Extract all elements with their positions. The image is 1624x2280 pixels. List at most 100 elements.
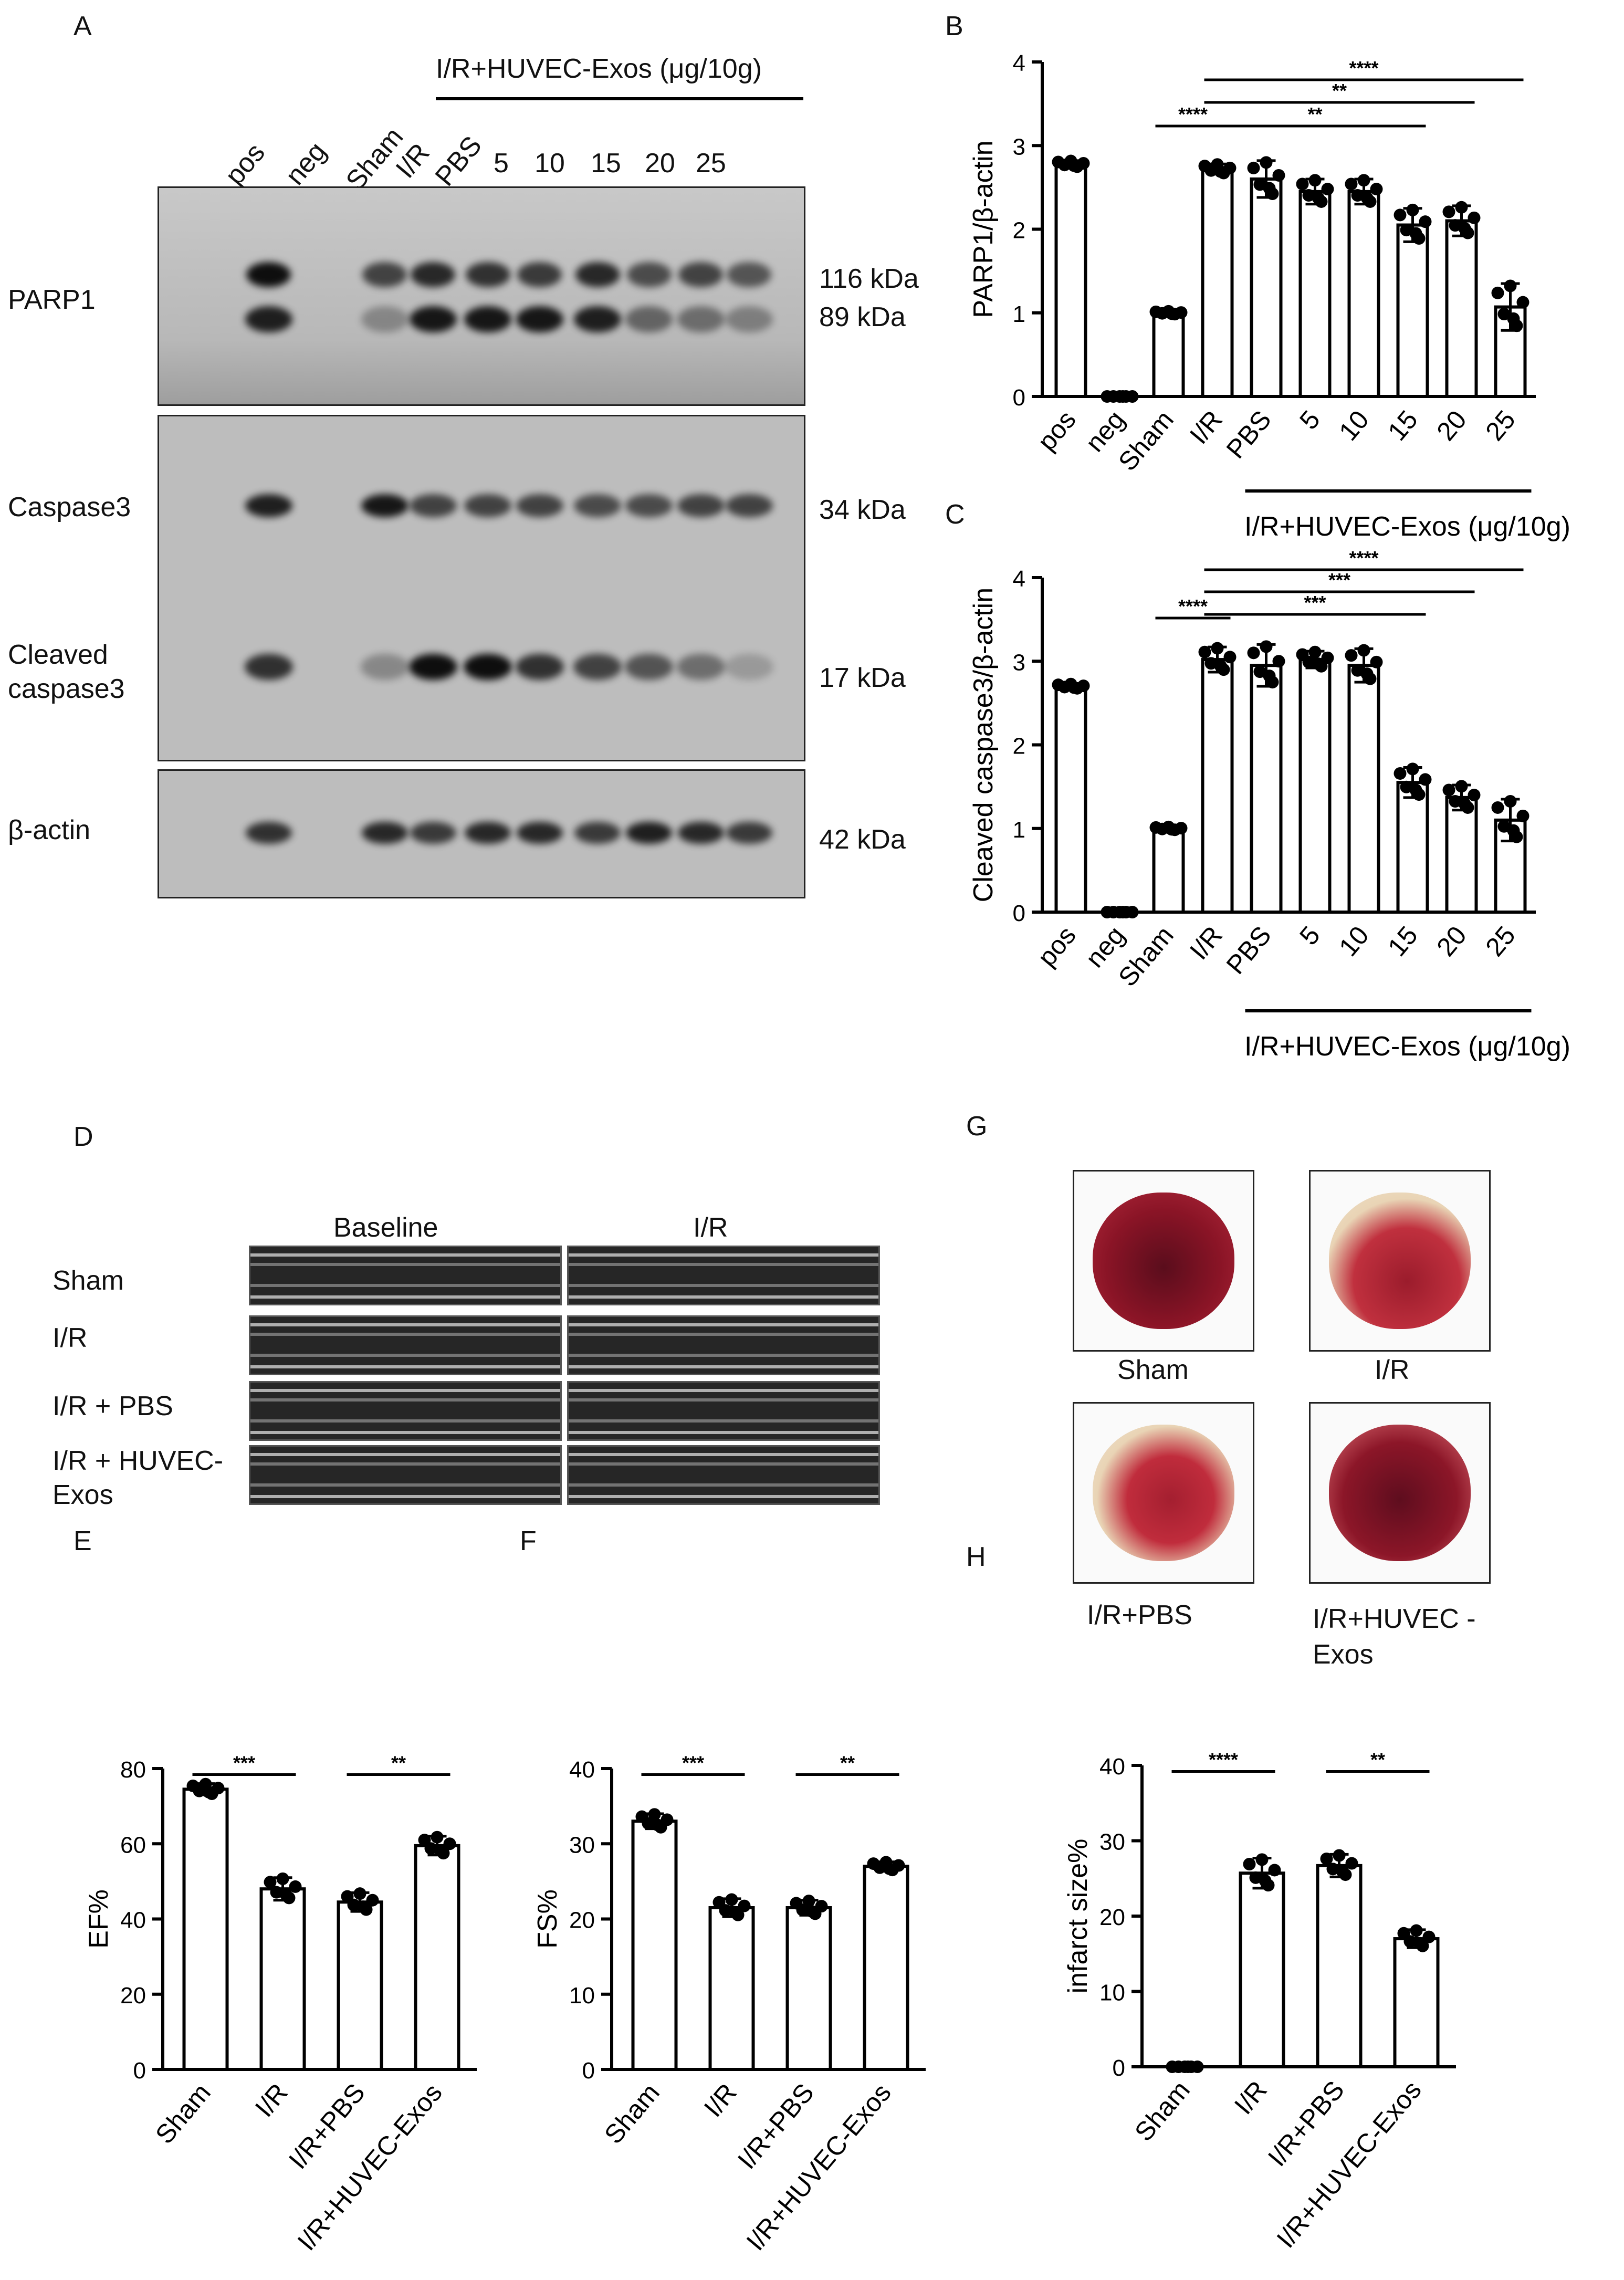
blot-band xyxy=(725,494,773,517)
x-tick-label: PBS xyxy=(1221,921,1277,980)
blot-band xyxy=(677,822,724,844)
data-point xyxy=(1272,169,1285,182)
y-tick-label: 0 xyxy=(1013,901,1025,926)
blot-band xyxy=(360,654,409,680)
data-point xyxy=(1175,822,1188,835)
heart-photo-ir-pbs xyxy=(1073,1402,1254,1584)
data-point xyxy=(1204,657,1218,670)
x-tick-label: 20 xyxy=(1431,405,1472,446)
x-tick-label: Sham xyxy=(599,2078,665,2149)
echo-wall-trace xyxy=(569,1495,878,1498)
echo-wall-trace xyxy=(250,1453,560,1456)
data-point xyxy=(1333,1849,1346,1862)
heart-photo-sham xyxy=(1073,1170,1254,1352)
y-axis-label: Cleaved caspase3/β-actin xyxy=(968,588,999,902)
blot-band xyxy=(676,654,725,680)
data-point xyxy=(883,1862,896,1875)
heart-caption-ir: I/R xyxy=(1375,1355,1410,1385)
data-point xyxy=(1312,657,1325,671)
echo-mmode-image xyxy=(567,1246,880,1305)
data-point xyxy=(1116,390,1129,403)
data-point xyxy=(648,1808,661,1821)
x-tick-label: Sham xyxy=(1129,2075,1196,2147)
blot-band xyxy=(575,262,620,287)
blot-parp1 xyxy=(158,186,805,406)
data-point xyxy=(1409,227,1422,240)
data-point xyxy=(1507,824,1520,837)
data-point xyxy=(802,1895,815,1908)
kda-label: 116 kDa xyxy=(819,264,919,294)
data-point xyxy=(1302,189,1315,202)
data-point xyxy=(1497,820,1511,833)
echo-wall-trace xyxy=(569,1354,878,1357)
kda-label: 17 kDa xyxy=(819,663,906,693)
data-point xyxy=(1249,1871,1262,1884)
blot-band xyxy=(516,306,563,332)
x-tick-label: I/R+HUVEC-Exos xyxy=(1271,2075,1427,2253)
bar xyxy=(1201,658,1234,914)
data-point xyxy=(1321,651,1334,664)
data-point xyxy=(1400,780,1413,793)
y-tick-label: 40 xyxy=(1099,1754,1125,1780)
y-tick-label: 0 xyxy=(582,2058,595,2084)
blot-band xyxy=(465,822,511,844)
lane-label: 25 xyxy=(696,148,726,179)
echo-wall-trace xyxy=(569,1284,878,1287)
x-tick-label: 10 xyxy=(1333,921,1375,962)
data-point xyxy=(1320,1852,1333,1865)
echo-wall-trace xyxy=(250,1263,560,1266)
y-tick-label: 0 xyxy=(133,2058,146,2084)
data-point xyxy=(1360,667,1374,681)
x-tick-label: pos xyxy=(1032,921,1082,972)
bar xyxy=(1396,223,1429,398)
bar xyxy=(1393,1937,1440,2069)
data-point xyxy=(1223,161,1237,174)
data-point xyxy=(289,1880,302,1893)
panel-letter-a: A xyxy=(74,11,92,41)
data-point xyxy=(1255,1853,1269,1866)
data-point xyxy=(1422,1930,1436,1943)
data-point xyxy=(1181,2061,1195,2073)
echo-wall-trace xyxy=(250,1483,560,1487)
data-point xyxy=(1504,794,1517,808)
bar xyxy=(182,1787,229,2072)
blot-band xyxy=(516,494,563,517)
blot-band xyxy=(517,262,562,287)
x-tick-label: PBS xyxy=(1221,405,1277,464)
data-point xyxy=(1263,670,1276,683)
echo-wall-trace xyxy=(250,1284,560,1287)
lane-label: 20 xyxy=(645,148,675,179)
bar xyxy=(1298,658,1332,914)
blot-band xyxy=(515,654,564,680)
x-tick-label: Sham xyxy=(1113,405,1179,476)
x-tick-label: 25 xyxy=(1480,921,1521,962)
data-point xyxy=(212,1782,225,1795)
panel-letter-b: B xyxy=(945,11,963,41)
data-point xyxy=(1253,178,1266,191)
x-tick-label: I/R xyxy=(698,2078,742,2122)
data-point xyxy=(1165,823,1178,836)
bar xyxy=(1201,167,1234,398)
data-point xyxy=(1409,783,1422,797)
blot-band xyxy=(245,822,292,844)
heart-caption-ir-pbs: I/R+PBS xyxy=(1087,1600,1192,1630)
data-point xyxy=(1455,780,1468,793)
echo-wall-trace xyxy=(250,1333,560,1336)
y-tick-label: 10 xyxy=(569,1983,595,2009)
data-point xyxy=(1516,809,1529,822)
y-tick-label: 10 xyxy=(1099,1980,1125,2006)
echo-wall-trace xyxy=(569,1295,878,1299)
blot-band xyxy=(574,494,622,517)
data-point xyxy=(892,1859,905,1872)
blot-band xyxy=(677,306,725,332)
data-point xyxy=(1312,191,1325,204)
data-point xyxy=(1394,208,1407,222)
blot-row-label-cleaved-caspase3: Cleaved caspase3 xyxy=(8,640,125,704)
panel-letter-d: D xyxy=(74,1122,93,1152)
data-point xyxy=(1442,783,1455,797)
data-point xyxy=(1406,762,1419,776)
blot-band xyxy=(625,494,673,517)
blot-group-header: I/R+HUVEC-Exos (μg/10g) xyxy=(436,54,762,84)
data-point xyxy=(1370,655,1383,668)
y-axis-label: FS% xyxy=(532,1889,563,1949)
